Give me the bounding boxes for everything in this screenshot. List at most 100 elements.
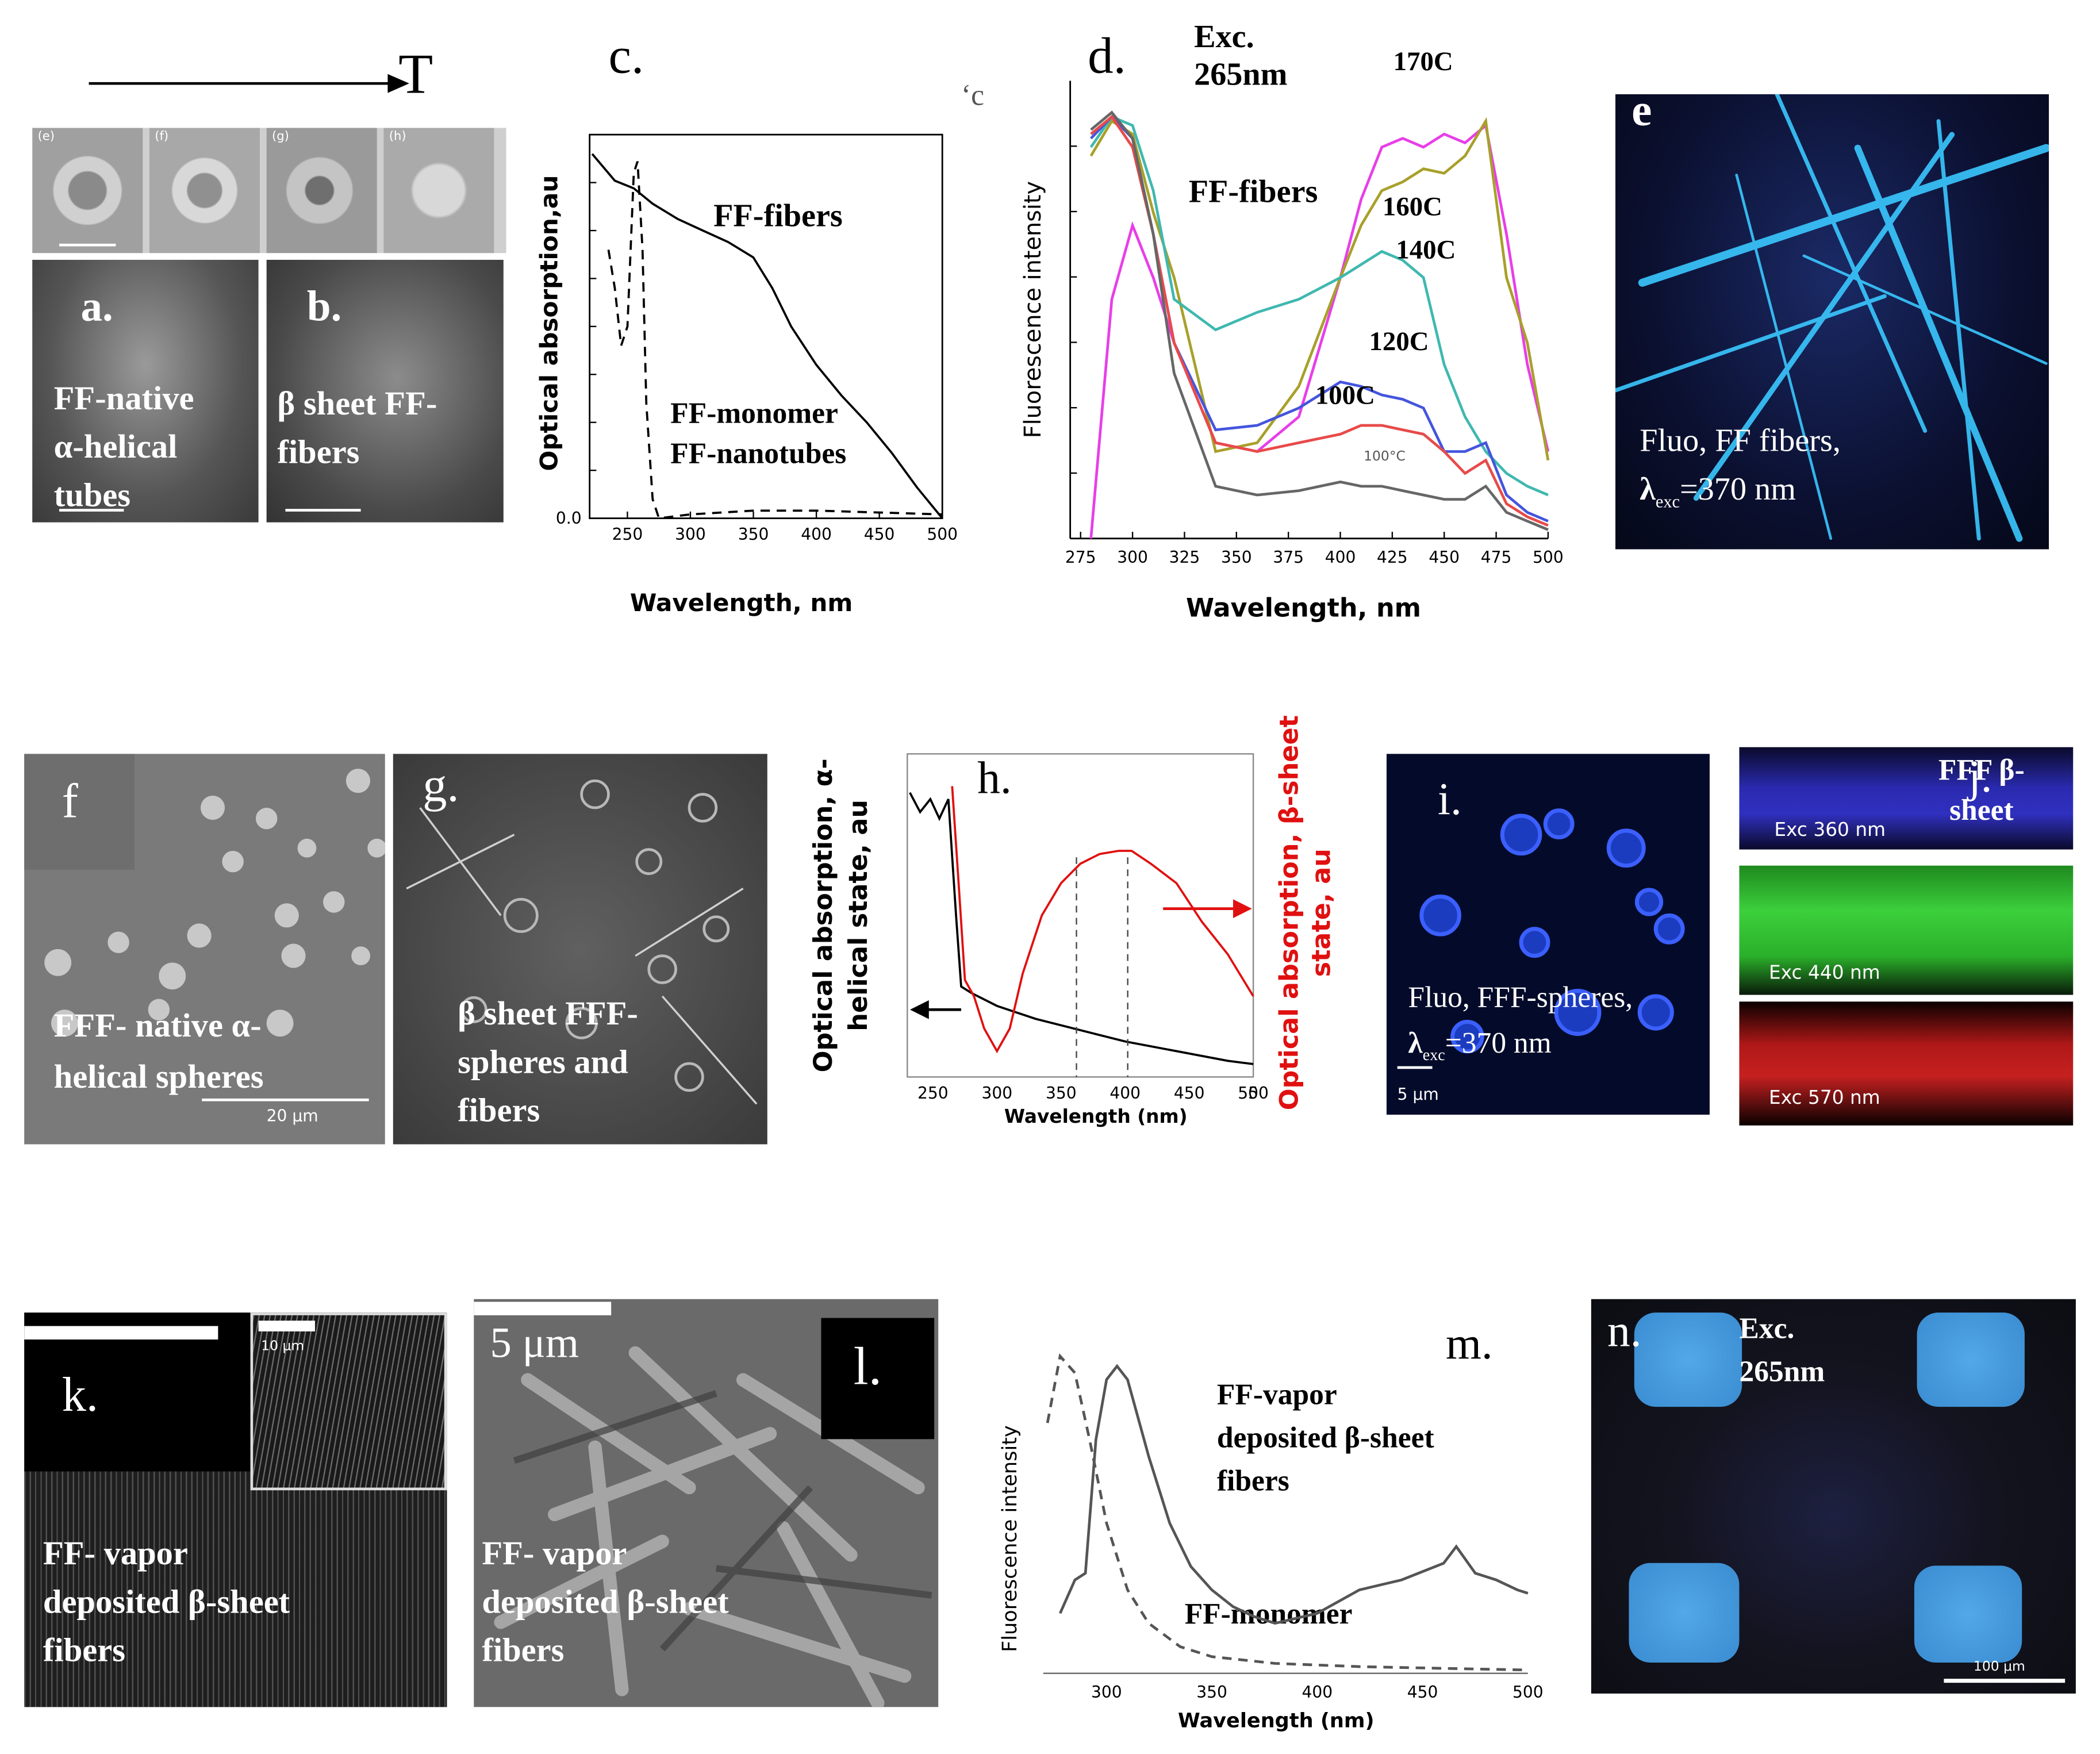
panel-j-strip-red: Exc 570 nm bbox=[1739, 1001, 2074, 1126]
x-tick-label: 275 bbox=[1065, 548, 1096, 567]
x-tick-label: 400 bbox=[801, 525, 832, 544]
label-ff-fibers: FF-fibers bbox=[1189, 174, 1318, 209]
scale-bar bbox=[1397, 1066, 1433, 1069]
sem-strip: (e) (f) (g) (h) bbox=[32, 128, 506, 254]
x-tick-label: 325 bbox=[1169, 548, 1200, 567]
x-tick-label: 500 bbox=[1238, 1084, 1269, 1103]
plot-frame bbox=[589, 133, 943, 519]
panel-a-image: a. FF-native α-helical tubes bbox=[32, 259, 259, 523]
x-tick-label: 350 bbox=[738, 525, 769, 544]
temperature-label: 100C bbox=[1315, 381, 1375, 410]
x-tick-label: 250 bbox=[917, 1084, 949, 1103]
scale-bar bbox=[24, 1326, 218, 1340]
panel-h-chart: 250 300 350 400 450 500 5 Wavelength (nm) Optica… bbox=[803, 713, 1341, 1158]
series-line bbox=[1089, 115, 1549, 497]
x-tick-label: 450 bbox=[1174, 1084, 1205, 1103]
panel-f-letter: f bbox=[62, 774, 78, 828]
x-tick-label: 300 bbox=[1091, 1683, 1122, 1702]
scale-bar-label: 100 μm bbox=[1973, 1660, 2025, 1675]
x-tick-label: 300 bbox=[1117, 548, 1148, 567]
panel-c-chart: 250 300 350 400 450 500 0.0 FF-fibers FF-monomer… bbox=[525, 121, 982, 633]
y-axis-label-right: state, au bbox=[1307, 849, 1337, 977]
panel-e-image: e Fluo, FF fibers, λexc=370 nm bbox=[1615, 94, 2049, 550]
y-axis-label: Fluorescence intensity bbox=[998, 1425, 1022, 1652]
left-axis-arrowhead bbox=[909, 1000, 929, 1019]
panel-m-letter: m. bbox=[1445, 1319, 1493, 1369]
series-line bbox=[1089, 117, 1550, 461]
inset-scale-bar bbox=[258, 1321, 315, 1331]
x-axis-label: Wavelength (nm) bbox=[1178, 1709, 1375, 1732]
series-line bbox=[1090, 114, 1549, 523]
fluorescent-pad bbox=[1914, 1565, 2022, 1663]
panel-g-letter: g. bbox=[423, 758, 459, 812]
label-ff-monomer: FF-monomer bbox=[670, 397, 838, 429]
panel-l-image: 5 μm l. FF- vapor deposited β-sheet fibe… bbox=[474, 1299, 939, 1707]
spheres-and-fibers bbox=[406, 779, 758, 1105]
x-axis-label: Wavelength, nm bbox=[630, 589, 853, 617]
temperature-label: 120C bbox=[1369, 327, 1429, 356]
x-tick-label: 425 bbox=[1377, 548, 1408, 567]
x-tick-label: 5 bbox=[1248, 1084, 1258, 1103]
panel-m-monomer-label: FF-monomer bbox=[1184, 1596, 1353, 1630]
x-tick-label: 350 bbox=[1196, 1683, 1227, 1702]
sem-thumb-1 bbox=[32, 128, 143, 254]
panel-n-exc: Exc. 265nm bbox=[1739, 1311, 1825, 1388]
panel-j-letter: j. bbox=[1968, 753, 1992, 803]
temperature-label: 170C bbox=[1393, 47, 1453, 76]
panel-a-letter: a. bbox=[80, 281, 113, 330]
panel-g-image: g. β sheet FFF- spheres and fibers bbox=[393, 754, 767, 1145]
stray-mark: ‘c bbox=[961, 78, 985, 112]
sem-thumb-label: (h) bbox=[389, 131, 406, 144]
scale-bar bbox=[202, 1098, 369, 1101]
panel-f-letter-box bbox=[24, 754, 135, 870]
panel-g-caption: β sheet FFF- spheres and fibers bbox=[458, 996, 638, 1130]
right-axis-arrowhead bbox=[1233, 899, 1252, 919]
sem-thumb-3 bbox=[266, 128, 377, 254]
fiber-forest bbox=[24, 1471, 447, 1707]
panel-d-chart: 275 300 325 350 375 400 425 450 475 500 FF-fibers 1… bbox=[1016, 40, 1575, 632]
x-tick-label: 350 bbox=[1046, 1084, 1077, 1103]
panel-m-chart: 300 350 400 450 500 Wavelength (nm) Fluorescen… bbox=[989, 1326, 1548, 1751]
scale-bar-label: 20 μm bbox=[266, 1106, 318, 1126]
fluorescent-pad bbox=[1629, 1563, 1740, 1663]
scale-bar bbox=[474, 1302, 612, 1315]
panel-f-caption: FFF- native α- helical spheres bbox=[53, 1008, 264, 1096]
scale-bar-label: 5 μm bbox=[490, 1318, 579, 1367]
panel-b-letter: b. bbox=[306, 281, 342, 330]
x-tick-label: 450 bbox=[1429, 548, 1460, 567]
x-tick-label: 500 bbox=[1533, 548, 1564, 567]
panel-i-caption: Fluo, FFF-spheres, λexc=370 nm bbox=[1408, 980, 1633, 1064]
series-line-ff-monomer bbox=[607, 161, 943, 520]
x-tick-label: 500 bbox=[1512, 1683, 1544, 1702]
panel-e-letter: e bbox=[1631, 94, 1652, 136]
fluorescent-spheres bbox=[1419, 808, 1685, 1054]
y-axis-label-left: helical state, au bbox=[844, 800, 873, 1031]
fluorescent-pad bbox=[1634, 1312, 1742, 1407]
series-line bbox=[1090, 110, 1549, 531]
y-axis-label-left: Optical absorption, α- bbox=[809, 758, 838, 1072]
sem-thumb-label: (f) bbox=[155, 131, 169, 144]
series-line bbox=[1058, 1364, 1529, 1625]
scale-bar-label: 5 μm bbox=[1397, 1085, 1439, 1104]
scale-bar bbox=[285, 509, 361, 512]
x-axis-label: Wavelength, nm bbox=[1186, 593, 1421, 623]
series-line bbox=[951, 786, 1254, 1054]
series-line bbox=[1090, 114, 1549, 527]
panel-i-image: i. Fluo, FFF-spheres, λexc=370 nm 5 μm bbox=[1386, 754, 1710, 1115]
scale-bar bbox=[59, 509, 124, 512]
sem-thumb-4 bbox=[383, 128, 494, 254]
y-axis-label: Optical absorption,au bbox=[535, 175, 563, 471]
panel-i-letter: i. bbox=[1437, 775, 1462, 826]
sem-thumb-2 bbox=[149, 128, 260, 254]
panel-h-letter: h. bbox=[977, 754, 1012, 804]
panel-d-letter: d. bbox=[1088, 28, 1126, 85]
excitation-label: Exc 440 nm bbox=[1768, 962, 1880, 984]
x-tick-label: 250 bbox=[612, 525, 643, 544]
crystal-fibers bbox=[494, 1346, 932, 1707]
sem-thumb-label: (e) bbox=[37, 131, 55, 144]
label-ff-fibers: FF-fibers bbox=[713, 198, 843, 233]
x-tick-label: 500 bbox=[927, 525, 958, 544]
panel-l-caption: FF- vapor deposited β-sheet fibers bbox=[482, 1536, 729, 1669]
x-tick-label: 375 bbox=[1273, 548, 1304, 567]
x-tick-label: 450 bbox=[1407, 1683, 1438, 1702]
